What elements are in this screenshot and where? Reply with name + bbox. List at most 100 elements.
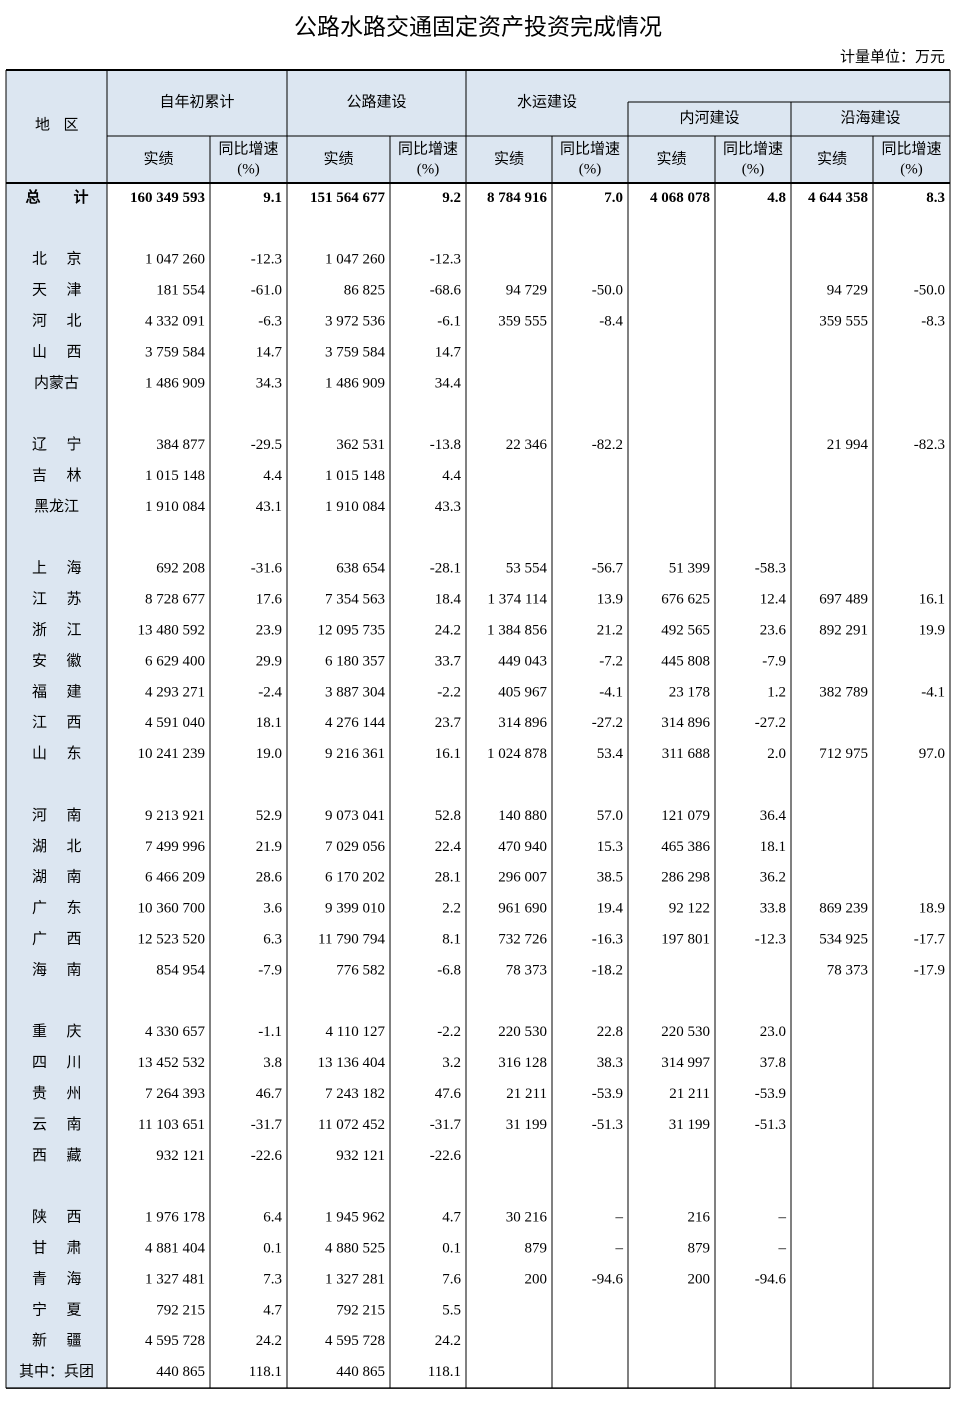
cell-value: 1 015 148 <box>325 468 385 484</box>
cell-value: 23.9 <box>256 622 282 638</box>
cell-value: 1 976 178 <box>145 1210 205 1226</box>
cell-value: 405 967 <box>498 684 547 700</box>
cell-value: 51 399 <box>669 561 710 577</box>
cell-value: 4 595 728 <box>325 1333 385 1349</box>
cell-value: 7 264 393 <box>145 1086 205 1102</box>
region-column-bg <box>6 183 107 1389</box>
cell-value: -13.8 <box>430 437 461 453</box>
cell-value: 892 291 <box>819 622 868 638</box>
region-name: 贵州 <box>32 1085 101 1102</box>
region-name: 江西 <box>32 714 101 731</box>
cell-value: 1 015 148 <box>145 468 205 484</box>
cell-value: -82.3 <box>914 437 945 453</box>
cell-value: -50.0 <box>914 283 945 299</box>
region-name: 西藏 <box>32 1147 101 1164</box>
cell-value: 3 759 584 <box>145 344 206 360</box>
column-unit: (%) <box>742 161 765 177</box>
unit: 计量单位：万元 <box>840 48 945 65</box>
cell-value: -2.4 <box>258 684 282 700</box>
cell-value: 4 330 657 <box>145 1024 206 1040</box>
cell-value: 19.0 <box>256 746 282 762</box>
cell-value: 6 466 209 <box>145 870 205 886</box>
cell-value: 160 349 593 <box>130 190 205 206</box>
cell-value: 6 180 357 <box>325 653 386 669</box>
cell-value: 1 374 114 <box>488 592 548 608</box>
column-header: 实绩 <box>494 150 524 167</box>
cell-value: 34.3 <box>256 375 282 391</box>
region-name: 广东 <box>32 900 101 917</box>
cell-value: 24.2 <box>435 622 461 638</box>
cell-value: 86 825 <box>344 283 385 299</box>
cell-value: -61.0 <box>251 283 282 299</box>
cell-value: 6.4 <box>263 1210 282 1226</box>
column-unit: (%) <box>579 161 602 177</box>
cell-value: -12.3 <box>755 931 786 947</box>
cell-value: 28.6 <box>256 870 283 886</box>
cell-value: 359 555 <box>498 313 547 329</box>
region-name: 青海 <box>32 1270 101 1287</box>
cell-value: 4 644 358 <box>808 190 868 206</box>
cell-value: 534 925 <box>819 931 868 947</box>
column-unit: (%) <box>900 161 923 177</box>
cell-value: 7 029 056 <box>325 839 386 855</box>
cell-value: -7.9 <box>762 653 786 669</box>
cell-value: 140 880 <box>498 808 547 824</box>
cell-value: 854 954 <box>156 962 205 978</box>
cell-value: 792 215 <box>156 1302 205 1318</box>
cell-value: 38.3 <box>597 1055 623 1071</box>
cell-value: 22.8 <box>597 1024 623 1040</box>
cell-value: 7.0 <box>604 190 623 206</box>
region-name: 天津 <box>32 282 101 299</box>
cell-value: 7.6 <box>442 1271 461 1287</box>
cell-value: 43.3 <box>435 499 461 515</box>
cell-value: 286 298 <box>661 870 710 886</box>
cell-value: 440 865 <box>156 1364 205 1380</box>
column-header: 同比增速 <box>881 140 941 157</box>
cell-value: 118.1 <box>428 1364 461 1380</box>
cell-value: 1 486 909 <box>325 375 385 391</box>
cell-value: 2.0 <box>767 746 786 762</box>
cell-value: 4.4 <box>442 468 461 484</box>
cell-value: 23.6 <box>760 622 787 638</box>
cell-value: -94.6 <box>755 1271 787 1287</box>
cell-value: -7.9 <box>258 962 282 978</box>
cell-value: 932 121 <box>336 1148 385 1164</box>
cell-value: 9.1 <box>263 190 282 206</box>
column-header: 同比增速 <box>398 140 458 157</box>
cell-value: 43.1 <box>256 499 282 515</box>
cell-value: 52.8 <box>435 808 461 824</box>
cell-value: 78 373 <box>506 962 547 978</box>
cell-value: -17.9 <box>914 962 945 978</box>
cell-value: -58.3 <box>755 561 786 577</box>
cell-value: 94 729 <box>827 283 868 299</box>
cell-value: 9 216 361 <box>325 746 385 762</box>
cell-value: 21 211 <box>506 1086 547 1102</box>
cell-value: 46.7 <box>256 1086 283 1102</box>
cell-value: 6 629 400 <box>145 653 205 669</box>
cell-value: 638 654 <box>336 561 385 577</box>
cell-value: -7.2 <box>599 653 623 669</box>
cell-value: 4 293 271 <box>145 684 205 700</box>
cell-value: 15.3 <box>597 839 623 855</box>
group-header: 自年初累计 <box>159 93 234 110</box>
cell-value: 53 554 <box>506 561 548 577</box>
cell-value: 3.2 <box>442 1055 461 1071</box>
cell-value: -29.5 <box>251 437 282 453</box>
cell-value: -53.9 <box>592 1086 623 1102</box>
cell-value: -56.7 <box>592 561 624 577</box>
cell-value: 879 <box>525 1240 548 1256</box>
cell-value: 732 726 <box>498 931 547 947</box>
cell-value: 34.4 <box>435 375 462 391</box>
column-unit: (%) <box>417 161 440 177</box>
region-name: 辽宁 <box>32 436 101 453</box>
cell-value: -16.3 <box>592 931 623 947</box>
cell-value: 440 865 <box>336 1364 385 1380</box>
cell-value: 10 241 239 <box>138 746 206 762</box>
cell-value: -18.2 <box>592 962 623 978</box>
cell-value: 22 346 <box>506 437 548 453</box>
cell-value: 24.2 <box>256 1333 282 1349</box>
column-header: 同比增速 <box>723 140 783 157</box>
cell-value: 1 384 856 <box>487 622 548 638</box>
cell-value: 4 068 078 <box>650 190 710 206</box>
cell-value: -4.1 <box>921 684 945 700</box>
